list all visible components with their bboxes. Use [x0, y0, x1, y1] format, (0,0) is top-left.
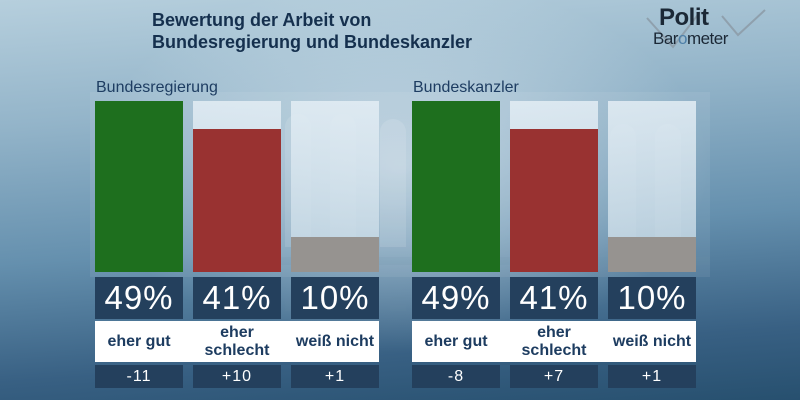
change-box: -8: [412, 365, 500, 388]
bar-eher-schlecht: [510, 129, 598, 272]
percentage-box: 41%: [510, 277, 598, 319]
chart-group-label: Bundeskanzler: [413, 79, 519, 96]
logo-polit: Polit: [659, 4, 709, 31]
change-box: +1: [291, 365, 379, 388]
bar-track: [608, 101, 696, 272]
bar-eher-gut: [95, 101, 183, 272]
percentage-box: 41%: [193, 277, 281, 319]
change-box: +10: [193, 365, 281, 388]
bar-track: [412, 101, 500, 272]
change-box: +1: [608, 365, 696, 388]
checkmark-icon: [646, 9, 766, 49]
change-row: -11 +10 +1: [95, 365, 379, 388]
bar-eher-schlecht: [193, 129, 281, 272]
category-label: eher schlecht: [204, 323, 270, 359]
logo-barometer-o: o: [677, 29, 687, 48]
bar-track: [291, 101, 379, 272]
bar-weiss-nicht: [608, 237, 696, 272]
bar-weiss-nicht: [291, 237, 379, 272]
change-row: -8 +7 +1: [412, 365, 696, 388]
chart-bundeskanzler: Bundeskanzler 49% 41% 10% eher gut eher …: [412, 79, 696, 388]
politbarometer-logo: Polit Barometer: [645, 6, 775, 54]
bar-eher-gut: [412, 101, 500, 272]
category-label: weiß nicht: [295, 332, 375, 350]
chart-title-line1: Bewertung der Arbeit von: [152, 10, 372, 30]
percentage-box: 10%: [291, 277, 379, 319]
change-box: -11: [95, 365, 183, 388]
percentage-row: 49% 41% 10%: [412, 277, 696, 319]
percentage-box: 10%: [608, 277, 696, 319]
bar-columns: [95, 101, 379, 272]
category-label: weiß nicht: [612, 332, 692, 350]
logo-barometer: Barometer: [653, 29, 728, 48]
bar-track: [95, 101, 183, 272]
chart-title-line2: Bundesregierung und Bundeskanzler: [152, 31, 473, 52]
category-label: eher gut: [424, 332, 488, 350]
bar-track: [193, 101, 281, 272]
change-box: +7: [510, 365, 598, 388]
category-label: eher gut: [107, 332, 171, 350]
percentage-box: 49%: [412, 277, 500, 319]
category-label: eher schlecht: [521, 323, 587, 359]
percentage-box: 49%: [95, 277, 183, 319]
chart-group-label: Bundesregierung: [96, 79, 218, 96]
bar-columns: [412, 101, 696, 272]
chart-title: Bewertung der Arbeit von Bundesregierung …: [152, 10, 472, 54]
category-band: eher gut eher schlecht weiß nicht: [412, 321, 696, 362]
bar-track: [510, 101, 598, 272]
chart-bundesregierung: Bundesregierung 49% 41% 10% eher gut ehe…: [95, 79, 379, 388]
category-band: eher gut eher schlecht weiß nicht: [95, 321, 379, 362]
percentage-row: 49% 41% 10%: [95, 277, 379, 319]
